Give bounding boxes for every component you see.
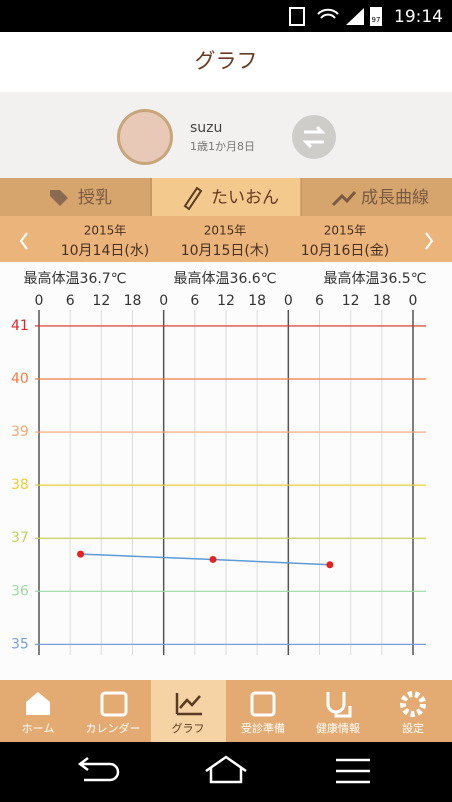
x-tick-label: 0 bbox=[35, 293, 44, 309]
nav-icon bbox=[26, 692, 50, 715]
x-tick-label: 6 bbox=[66, 293, 75, 309]
profile-name: suzu bbox=[190, 120, 222, 136]
x-tick-label: 12 bbox=[217, 293, 235, 309]
menu-button[interactable] bbox=[336, 758, 370, 784]
nav-active-bg bbox=[151, 680, 226, 742]
clock: 19:14 bbox=[394, 7, 443, 27]
date-year: 2015年 bbox=[324, 224, 367, 238]
y-tick-label: 41 bbox=[11, 318, 29, 334]
nav-item[interactable]: ホーム bbox=[22, 722, 55, 735]
wifi-icon bbox=[317, 8, 339, 19]
x-tick-label: 6 bbox=[315, 293, 324, 309]
avatar[interactable] bbox=[120, 112, 170, 162]
switch-icon bbox=[302, 125, 326, 149]
x-tick-label: 0 bbox=[409, 293, 418, 309]
nav-item[interactable]: 設定 bbox=[402, 721, 424, 735]
date-year: 2015年 bbox=[204, 224, 247, 238]
y-tick-label: 39 bbox=[11, 424, 29, 440]
signal-icon bbox=[346, 8, 364, 25]
annotation: 最高体温36.7℃ bbox=[24, 270, 127, 287]
date-year: 2015年 bbox=[84, 224, 127, 238]
tab-icon bbox=[183, 186, 203, 211]
x-tick-label: 6 bbox=[190, 293, 199, 309]
next-button[interactable] bbox=[425, 232, 434, 250]
nav-item[interactable]: 健康情報 bbox=[316, 721, 360, 735]
date-day: 10月16日(金) bbox=[301, 243, 390, 259]
data-point bbox=[326, 561, 334, 569]
annotation: 最高体温36.6℃ bbox=[174, 270, 277, 287]
x-tick-label: 0 bbox=[284, 293, 293, 309]
status-bar bbox=[0, 0, 452, 32]
data-point bbox=[209, 555, 217, 563]
x-tick-label: 0 bbox=[159, 293, 168, 309]
date-day: 10月15日(木) bbox=[181, 243, 270, 259]
nav-icon bbox=[175, 693, 202, 716]
annotation: 最高体温36.5℃ bbox=[324, 270, 427, 287]
nav-item[interactable]: グラフ bbox=[172, 721, 205, 735]
nav-icon bbox=[100, 691, 128, 717]
nav-icon bbox=[250, 691, 276, 717]
battery-icon bbox=[370, 7, 382, 26]
profile-age: 1歳1か月8日 bbox=[190, 140, 255, 153]
battery-level: 97 bbox=[372, 16, 381, 24]
y-tick-label: 35 bbox=[11, 636, 29, 652]
tab-icon bbox=[331, 191, 357, 207]
status-icon bbox=[289, 7, 305, 26]
tab[interactable]: 成長曲線 bbox=[361, 188, 429, 208]
x-tick-label: 18 bbox=[248, 293, 266, 309]
system-nav bbox=[0, 742, 452, 802]
nav-item[interactable]: カレンダー bbox=[86, 721, 141, 735]
nav-icon bbox=[400, 691, 426, 717]
switch-button[interactable] bbox=[292, 115, 336, 159]
tab-active-bg bbox=[152, 178, 301, 216]
y-tick-label: 37 bbox=[11, 530, 29, 546]
nav-item[interactable]: 受診準備 bbox=[241, 721, 285, 735]
x-tick-label: 12 bbox=[342, 293, 360, 309]
chart: 最高体温36.7℃ 最高体温36.6℃ 最高体温36.5℃ 0 6 12 18 0 6 12 18 0… bbox=[11, 270, 426, 655]
date-day: 10月14日(水) bbox=[61, 243, 150, 259]
tab-icon bbox=[50, 190, 68, 206]
tab[interactable]: たいおん bbox=[211, 188, 279, 208]
back-button[interactable] bbox=[77, 757, 120, 782]
header bbox=[0, 32, 452, 92]
y-tick-label: 40 bbox=[11, 371, 29, 387]
tab[interactable]: 授乳 bbox=[78, 188, 112, 208]
header-title: グラフ bbox=[195, 49, 258, 73]
data-point bbox=[77, 550, 85, 558]
home-button[interactable] bbox=[205, 755, 247, 784]
x-tick-label: 12 bbox=[92, 293, 110, 309]
x-tick-label: 18 bbox=[124, 293, 142, 309]
x-tick-label: 18 bbox=[373, 293, 391, 309]
prev-button[interactable] bbox=[19, 232, 28, 250]
nav-icon bbox=[326, 692, 352, 718]
date-bar bbox=[0, 216, 452, 262]
y-tick-label: 38 bbox=[11, 477, 29, 493]
profile-area bbox=[0, 92, 452, 178]
y-tick-label: 36 bbox=[11, 583, 29, 599]
